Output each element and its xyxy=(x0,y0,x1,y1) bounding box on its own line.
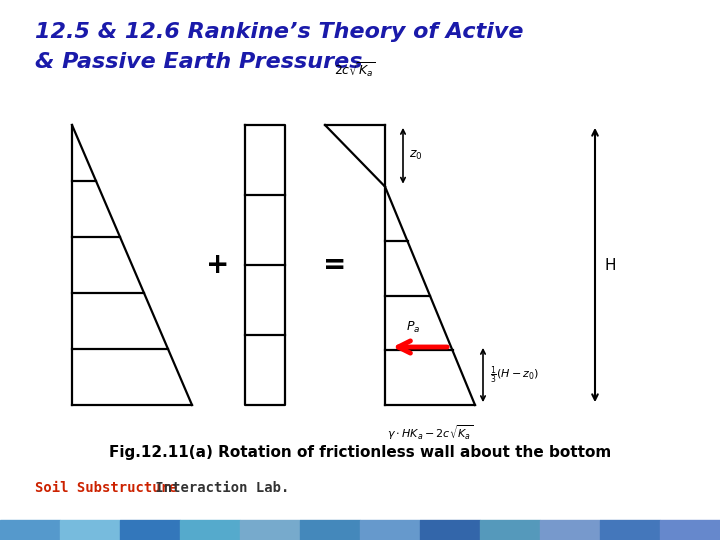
Text: +: + xyxy=(207,251,230,279)
Bar xyxy=(600,520,660,540)
Text: $z_0$: $z_0$ xyxy=(409,149,423,163)
Bar xyxy=(60,520,120,540)
Text: $\gamma \cdot HK_a - 2c\sqrt{K_a}$: $\gamma \cdot HK_a - 2c\sqrt{K_a}$ xyxy=(387,423,473,442)
Text: H: H xyxy=(605,258,616,273)
Text: 12.5 & 12.6 Rankine’s Theory of Active: 12.5 & 12.6 Rankine’s Theory of Active xyxy=(35,22,523,42)
Text: $2c\sqrt{K_a}$: $2c\sqrt{K_a}$ xyxy=(334,61,376,80)
Text: & Passive Earth Pressures: & Passive Earth Pressures xyxy=(35,52,362,72)
Text: Fig.12.11(a) Rotation of frictionless wall about the bottom: Fig.12.11(a) Rotation of frictionless wa… xyxy=(109,444,611,460)
Text: Interaction Lab.: Interaction Lab. xyxy=(147,481,289,495)
Text: $P_a$: $P_a$ xyxy=(406,320,420,335)
Text: $\frac{1}{3}(H-z_0)$: $\frac{1}{3}(H-z_0)$ xyxy=(490,364,539,386)
Bar xyxy=(120,520,180,540)
Bar xyxy=(540,520,600,540)
Bar xyxy=(300,520,360,540)
Bar xyxy=(480,520,540,540)
Bar xyxy=(0,520,60,540)
Bar xyxy=(360,520,420,540)
Bar xyxy=(240,520,300,540)
Bar xyxy=(420,520,480,540)
Text: Soil Substructure: Soil Substructure xyxy=(35,481,177,495)
Bar xyxy=(180,520,240,540)
Bar xyxy=(660,520,720,540)
Text: =: = xyxy=(323,251,347,279)
